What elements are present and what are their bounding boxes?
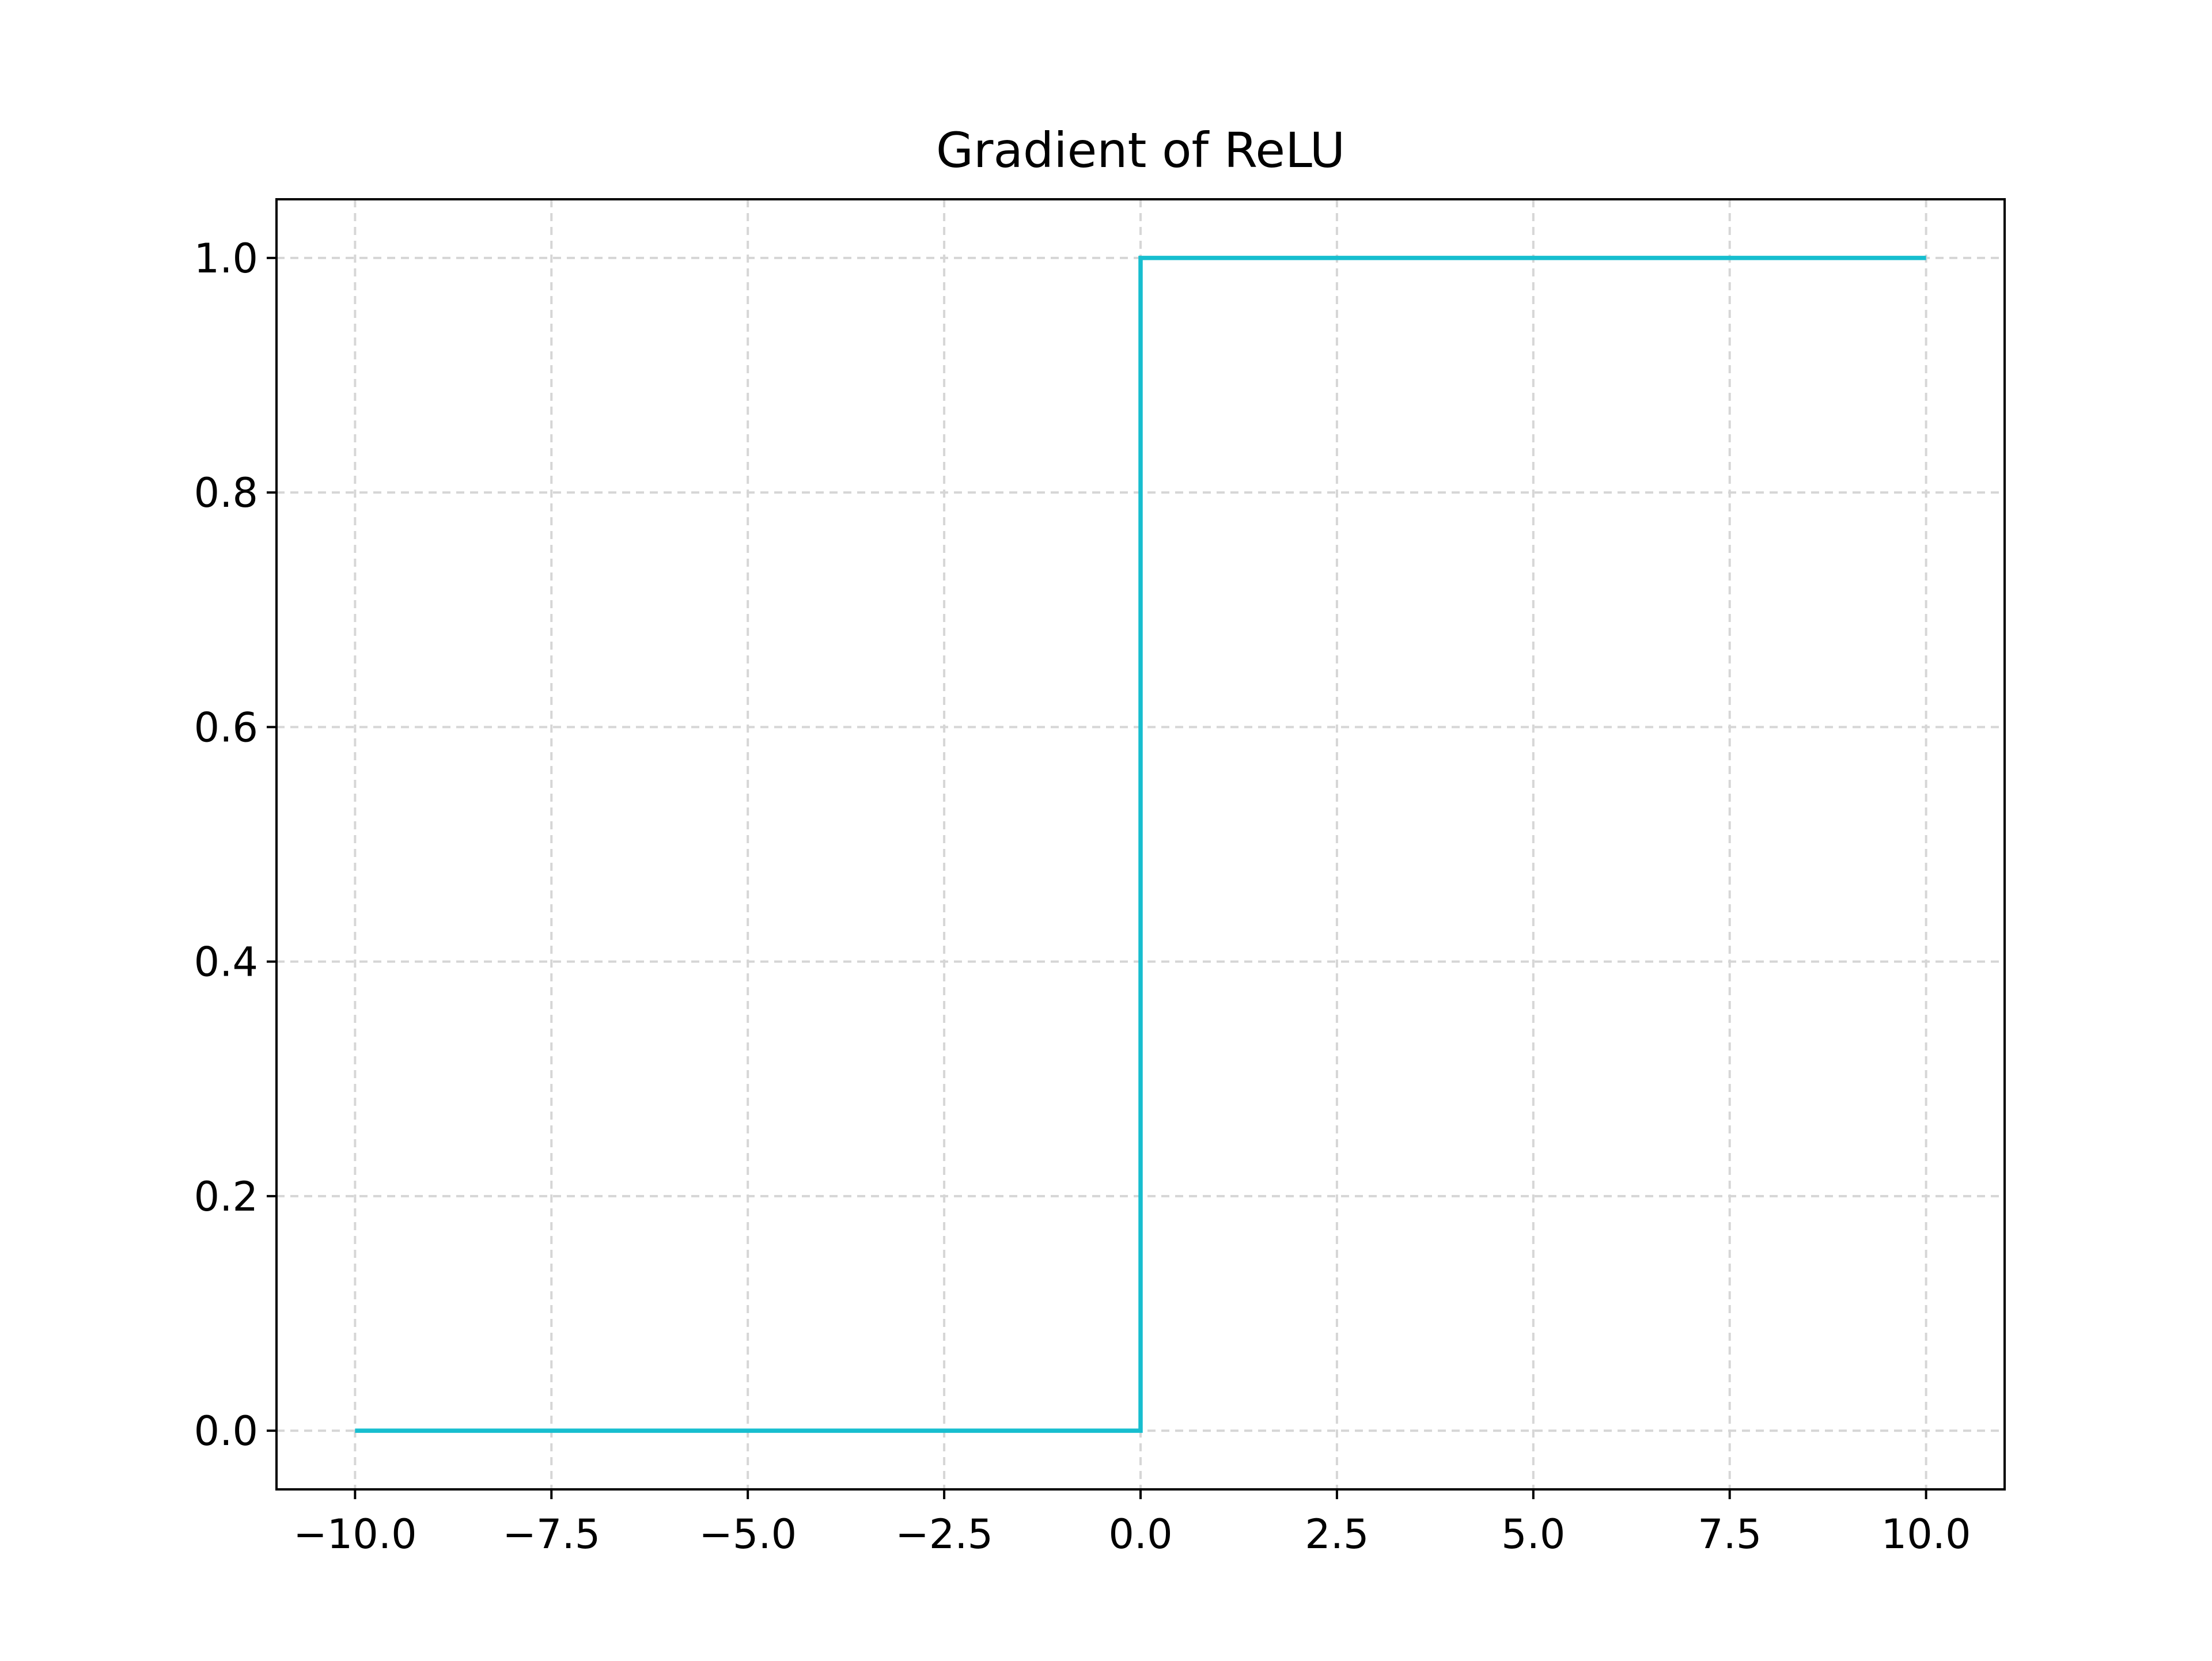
x-tick-label: −10.0 [293, 1511, 417, 1558]
series-layer [355, 256, 1926, 1433]
y-tick-label: 0.8 [194, 469, 258, 517]
x-tick-label: −5.0 [699, 1511, 797, 1558]
chart-title: Gradient of ReLU [936, 122, 1345, 179]
x-tick-label: 10.0 [1881, 1511, 1971, 1558]
x-tick-label: 2.5 [1305, 1511, 1369, 1558]
series-line [355, 256, 1926, 1433]
x-tick-label: 5.0 [1501, 1511, 1565, 1558]
y-tick-label: 0.2 [194, 1173, 258, 1220]
x-tick-label: 7.5 [1698, 1511, 1762, 1558]
y-tick-label: 0.0 [194, 1408, 258, 1455]
y-tick-label: 0.4 [194, 939, 258, 986]
ticks: −10.0 −7.5 −5.0 −2.5 0.0 2.5 5.0 7.5 10.0 0.0 0.2 0… [194, 235, 1971, 1558]
x-tick-label: 0.0 [1108, 1511, 1172, 1558]
x-tick-label: −7.5 [502, 1511, 600, 1558]
x-tick-label: −2.5 [895, 1511, 993, 1558]
y-tick-label: 0.6 [194, 704, 258, 751]
y-tick-label: 1.0 [194, 235, 258, 282]
